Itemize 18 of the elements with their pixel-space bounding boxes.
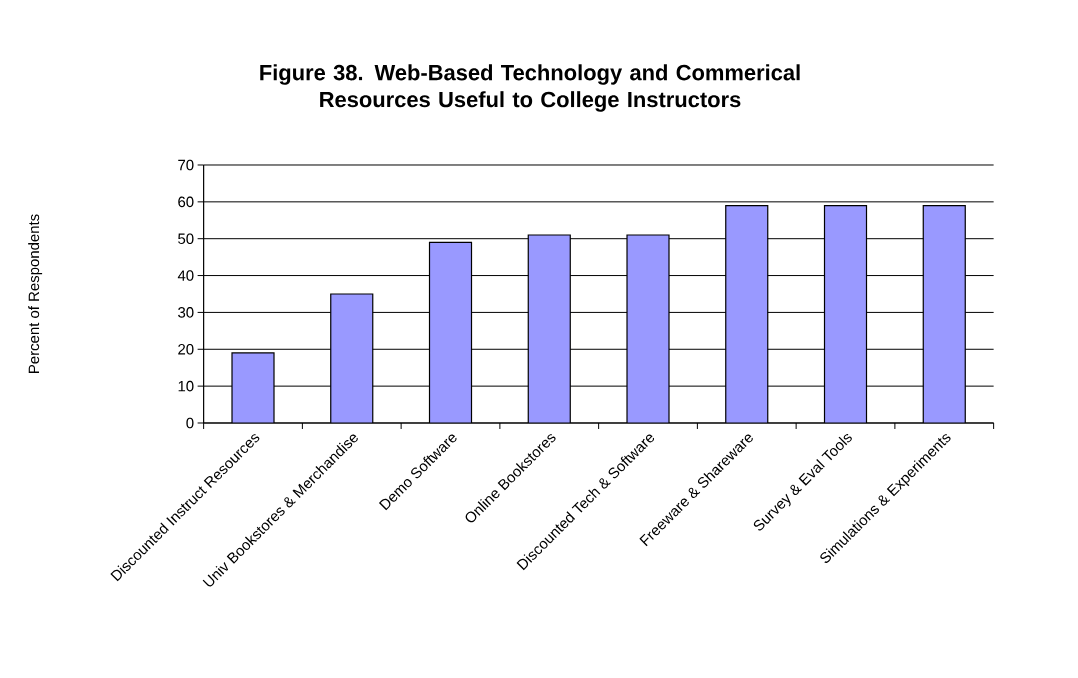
bar — [823, 204, 868, 423]
bar — [330, 293, 374, 423]
y-tick-label: 10 — [178, 380, 194, 392]
bar — [626, 234, 670, 423]
y-tick-label: 60 — [178, 196, 194, 208]
y-tick-label: 30 — [178, 307, 194, 318]
bar — [922, 204, 966, 423]
bar — [527, 234, 571, 423]
bar — [725, 204, 769, 423]
bar — [428, 241, 473, 423]
bar — [231, 352, 275, 423]
y-tick-label: 50 — [178, 233, 194, 244]
chart-title: Figure 38. Web-Based Technology and Commerical Resources Useful to College Instructors — [260, 64, 800, 112]
y-tick-label: 40 — [177, 270, 194, 281]
y-tick-label: 20 — [178, 343, 194, 355]
y-axis-title: Percent of Respondents — [28, 214, 43, 373]
y-tick-label: 70 — [178, 159, 194, 171]
y-tick-label: 0 — [186, 417, 194, 429]
